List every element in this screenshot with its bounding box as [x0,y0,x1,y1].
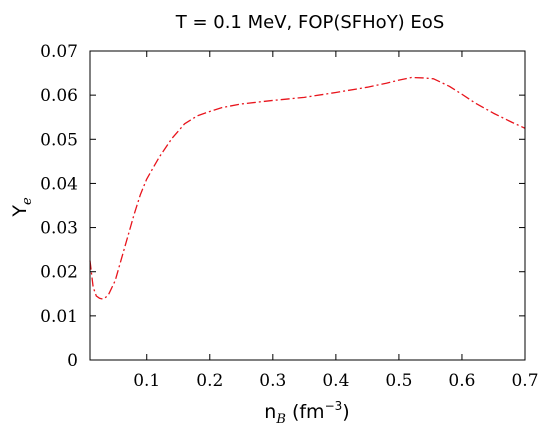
plot-frame [89,50,526,361]
x-axis-label: nB (fm−3) [264,399,349,427]
x-axis-label-base: n [264,401,276,423]
x-tick-label: 0.7 [511,371,538,391]
x-axis-label-sup: −3 [325,399,343,413]
chart-title: T = 0.1 MeV, FOP(SFHoY) EoS [175,12,445,33]
svg-text:Ye: Ye [9,197,35,218]
y-axis-label-base: Y [9,205,31,218]
y-tick-label: 0.04 [40,174,78,194]
y-axis-label-sub: e [20,197,35,205]
y-tick-label: 0.01 [40,307,78,327]
x-axis-label-post: ) [342,401,349,423]
x-tick-label: 0.6 [448,371,475,391]
x-tick-label: 0.5 [385,371,412,391]
series-line [89,76,526,300]
y-tick-label: 0.07 [40,42,78,62]
y-tick-label: 0.06 [40,86,78,106]
y-axis-label: Ye [9,197,35,218]
x-tick-label: 0.3 [259,371,286,391]
y-tick-label: 0 [67,351,78,371]
x-axis-label-sub: B [275,412,286,427]
y-tick-label: 0.03 [40,219,78,239]
y-tick-label: 0.02 [40,263,78,283]
y-tick-label: 0.05 [40,130,78,150]
x-tick-label: 0.2 [196,371,223,391]
x-tick-label: 0.4 [322,371,349,391]
x-axis-label-pre: (fm [286,401,325,423]
x-tick-label: 0.1 [133,371,160,391]
